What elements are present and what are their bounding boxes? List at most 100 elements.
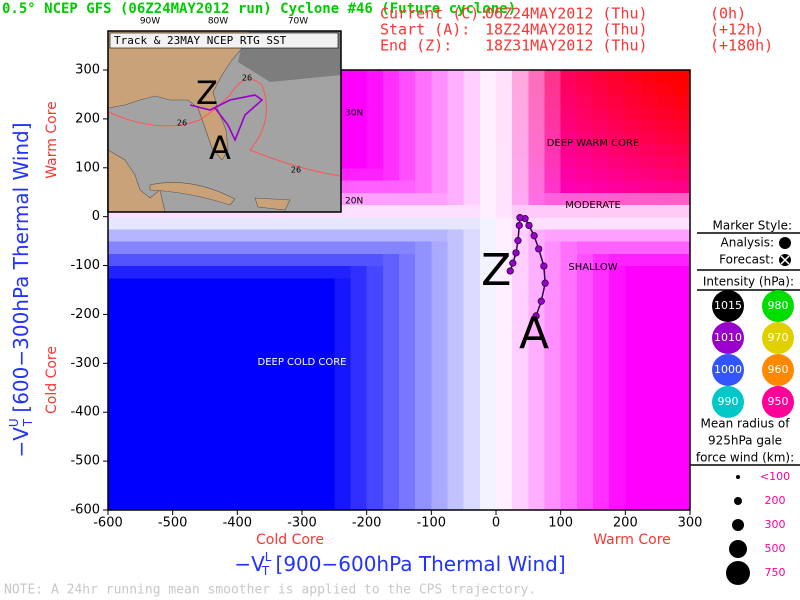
- background-cell: [382, 216, 400, 230]
- background-cell: [334, 216, 352, 230]
- background-cell: [496, 412, 513, 426]
- background-cell: [625, 94, 643, 108]
- background-cell: [221, 400, 238, 413]
- background-cell: [172, 351, 190, 364]
- background-cell: [253, 497, 271, 511]
- x-tick-label: -100: [417, 516, 447, 531]
- background-cell: [593, 400, 610, 413]
- background-cell: [560, 228, 578, 242]
- size-swatch: [726, 561, 750, 585]
- background-cell: [334, 290, 352, 303]
- background-cell: [188, 400, 206, 413]
- background-cell: [673, 82, 691, 96]
- background-cell: [188, 277, 206, 291]
- background-cell: [156, 290, 174, 303]
- background-cell: [625, 424, 643, 438]
- background-cell: [447, 94, 465, 108]
- background-cell: [447, 497, 465, 511]
- background-cell: [593, 70, 610, 83]
- background-cell: [334, 351, 352, 364]
- intensity-legend: 1015 980 1010 970 1000 960 990 950: [712, 290, 794, 418]
- background-cell: [221, 448, 238, 462]
- x-axis-symbol: −V: [234, 552, 265, 576]
- background-cell: [205, 265, 222, 279]
- background-cell: [350, 497, 368, 511]
- background-cell: [657, 424, 675, 438]
- background-cell: [673, 326, 691, 340]
- intensity-swatch: [762, 322, 794, 354]
- background-cell: [382, 387, 400, 401]
- background-cell: [479, 228, 497, 242]
- background-cell: [512, 375, 529, 389]
- map-frame: [107, 30, 342, 213]
- background-cell: [221, 436, 238, 450]
- background-cell: [334, 375, 352, 389]
- intensity-swatch: [762, 354, 794, 386]
- background-cell: [431, 265, 449, 279]
- background-cell: [673, 400, 691, 413]
- background-cell: [399, 192, 416, 206]
- background-cell: [124, 400, 141, 413]
- background-cell: [431, 82, 449, 96]
- background-cell: [188, 351, 206, 364]
- background-cell: [657, 241, 675, 254]
- background-cell: [673, 290, 691, 303]
- background-cell: [108, 497, 125, 511]
- background-cell: [221, 290, 238, 303]
- background-cell: [544, 167, 562, 181]
- background-cell: [140, 351, 158, 364]
- background-cell: [560, 131, 578, 144]
- background-cell: [382, 82, 400, 96]
- background-cell: [576, 94, 594, 108]
- background-cell: [253, 290, 271, 303]
- background-cell: [512, 82, 529, 96]
- background-cell: [302, 424, 319, 438]
- run-info-text: End (Z):: [380, 37, 452, 55]
- background-cell: [625, 216, 643, 230]
- background-cell: [431, 192, 449, 206]
- background-cell: [431, 94, 449, 108]
- legend-heading: Marker Style:: [713, 219, 792, 233]
- background-cell: [140, 216, 158, 230]
- background-cell: [382, 131, 400, 144]
- background-cell: [576, 412, 594, 426]
- background-cell: [350, 302, 368, 316]
- background-cell: [350, 326, 368, 340]
- background-cell: [140, 400, 158, 413]
- background-cell: [382, 375, 400, 389]
- background-cell: [512, 290, 529, 303]
- background-cell: [350, 241, 368, 254]
- background-cell: [108, 277, 125, 291]
- background-cell: [496, 155, 513, 169]
- background-cell: [366, 70, 384, 83]
- background-cell: [221, 302, 238, 316]
- background-cell: [237, 228, 255, 242]
- background-cell: [593, 436, 610, 450]
- background-cell: [479, 363, 497, 377]
- background-cell: [593, 241, 610, 254]
- background-cell: [431, 180, 449, 193]
- background-cell: [657, 448, 675, 462]
- background-cell: [366, 497, 384, 511]
- background-cell: [431, 448, 449, 462]
- background-cell: [625, 253, 643, 267]
- background-cell: [188, 338, 206, 352]
- background-cell: [576, 314, 594, 328]
- background-cell: [431, 253, 449, 267]
- background-cell: [156, 424, 174, 438]
- background-cell: [560, 436, 578, 450]
- background-cell: [641, 265, 659, 279]
- background-cell: [108, 290, 125, 303]
- background-cell: [576, 82, 594, 96]
- background-cell: [366, 155, 384, 169]
- background-cell: [544, 436, 562, 450]
- background-cell: [188, 314, 206, 328]
- background-cell: [221, 412, 238, 426]
- lon-label: 80W: [208, 17, 228, 27]
- x-tick-label: 300: [678, 516, 703, 531]
- background-cell: [366, 265, 384, 279]
- background-cell: [657, 277, 675, 291]
- background-cell: [560, 70, 578, 83]
- background-cell: [479, 94, 497, 108]
- intensity-label: 1010: [714, 331, 742, 344]
